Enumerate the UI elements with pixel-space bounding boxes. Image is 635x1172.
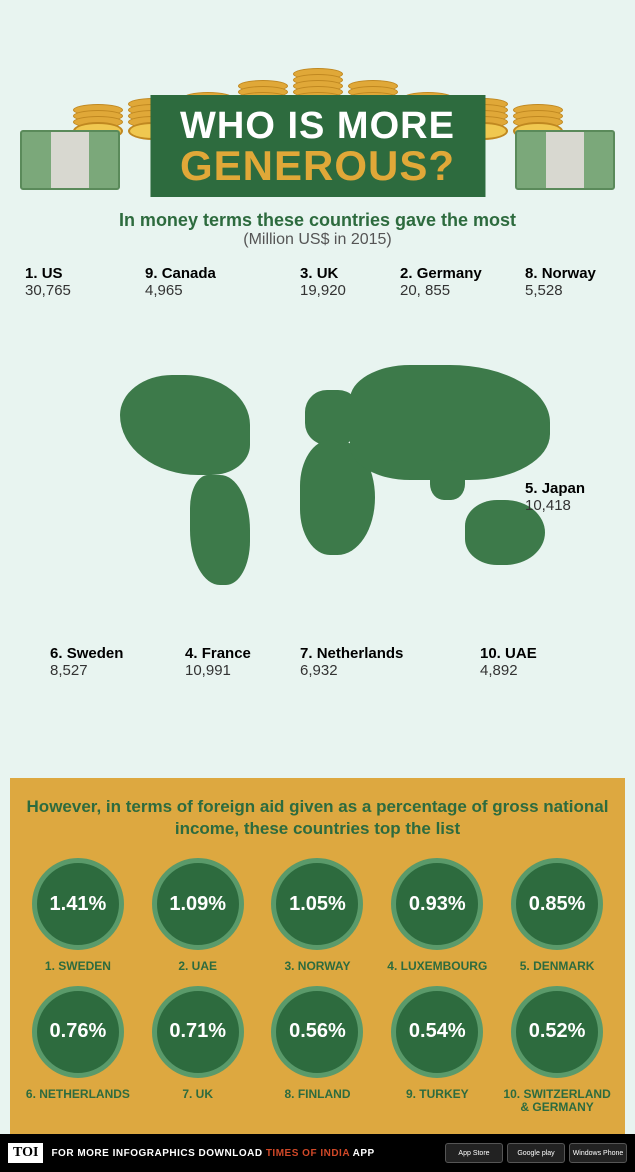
country-name: UAE (505, 645, 537, 662)
landmass (190, 475, 250, 585)
country-value: 19,920 (300, 282, 346, 299)
toi-logo: TOI (8, 1143, 43, 1163)
money-stack-right (515, 130, 615, 190)
percentage-label: 8. FINLAND (284, 1088, 350, 1101)
percentage-item: 0.54% 9. TURKEY (381, 986, 493, 1114)
percentage-item: 1.09% 2. UAE (142, 858, 254, 973)
country-value: 8,527 (50, 662, 88, 679)
percentage-label: 4. LUXEMBOURG (387, 960, 487, 973)
country-rank: 3. (300, 265, 313, 282)
country-label: 1. US30,765 (25, 265, 71, 300)
percentage-item: 0.93% 4. LUXEMBOURG (381, 858, 493, 973)
country-name: Sweden (67, 645, 124, 662)
title-line2: GENEROUS? (180, 145, 455, 187)
percentage-label: 10. SWITZERLAND & GERMANY (501, 1088, 613, 1114)
percentage-circle: 1.41% (32, 858, 124, 950)
percentage-item: 1.05% 3. NORWAY (262, 858, 374, 973)
country-rank: 6. (50, 645, 63, 662)
footer-text-accent: TIMES OF INDIA (266, 1148, 353, 1159)
country-label: 4. France10,991 (185, 645, 251, 680)
percentage-item: 0.76% 6. NETHERLANDS (22, 986, 134, 1114)
percentage-label: 7. UK (182, 1088, 213, 1101)
map-area: 1. US30,765 9. Canada4,965 3. UK19,920 2. G… (20, 265, 615, 685)
country-rank: 1. (25, 265, 38, 282)
country-label: 2. Germany20, 855 (400, 265, 482, 300)
percentage-circle: 0.76% (32, 986, 124, 1078)
store-badge[interactable]: App Store (445, 1143, 503, 1163)
country-value: 6,932 (300, 662, 338, 679)
percentage-circle: 0.56% (271, 986, 363, 1078)
percentage-circle: 1.05% (271, 858, 363, 950)
landmass (430, 460, 465, 500)
percentage-circle: 0.85% (511, 858, 603, 950)
country-value: 5,528 (525, 282, 563, 299)
country-name: Japan (542, 480, 585, 497)
country-rank: 4. (185, 645, 198, 662)
country-label: 3. UK19,920 (300, 265, 346, 300)
percentage-label: 3. NORWAY (284, 960, 350, 973)
country-value: 10,991 (185, 662, 231, 679)
percentage-label: 1. SWEDEN (45, 960, 111, 973)
country-value: 20, 855 (400, 282, 450, 299)
footer-badges: App StoreGoogle playWindows Phone (445, 1143, 627, 1163)
percentage-item: 0.71% 7. UK (142, 986, 254, 1114)
percentage-item: 1.41% 1. SWEDEN (22, 858, 134, 973)
country-label: 8. Norway5,528 (525, 265, 596, 300)
percentage-item: 0.56% 8. FINLAND (262, 986, 374, 1114)
country-rank: 7. (300, 645, 313, 662)
country-value: 10,418 (525, 497, 571, 514)
subtitle-line1: In money terms these countries gave the … (0, 210, 635, 231)
percentage-circle: 0.52% (511, 986, 603, 1078)
country-name: France (202, 645, 251, 662)
country-label: 9. Canada4,965 (145, 265, 216, 300)
world-map (80, 345, 560, 585)
country-name: US (42, 265, 63, 282)
country-name: UK (317, 265, 339, 282)
percentage-circle: 1.09% (152, 858, 244, 950)
footer-bar: TOI FOR MORE INFOGRAPHICS DOWNLOAD TIMES… (0, 1134, 635, 1172)
country-label: 5. Japan10,418 (525, 480, 585, 515)
subtitle: In money terms these countries gave the … (0, 210, 635, 249)
title-line1: WHO IS MORE (180, 107, 455, 145)
percentage-label: 9. TURKEY (406, 1088, 469, 1101)
subtitle-line2: (Million US$ in 2015) (0, 231, 635, 249)
title-box: WHO IS MORE GENEROUS? (150, 95, 485, 197)
country-rank: 8. (525, 265, 538, 282)
country-name: Norway (542, 265, 596, 282)
country-value: 4,892 (480, 662, 518, 679)
percentage-item: 0.85% 5. DENMARK (501, 858, 613, 973)
footer-text: FOR MORE INFOGRAPHICS DOWNLOAD TIMES OF … (51, 1148, 374, 1159)
footer-text-pre: FOR MORE INFOGRAPHICS DOWNLOAD (51, 1148, 265, 1159)
percentage-item: 0.52% 10. SWITZERLAND & GERMANY (501, 986, 613, 1114)
percentage-label: 2. UAE (178, 960, 217, 973)
country-rank: 5. (525, 480, 538, 497)
landmass (120, 375, 250, 475)
store-badge[interactable]: Google play (507, 1143, 565, 1163)
country-name: Germany (417, 265, 482, 282)
percentage-circle: 0.71% (152, 986, 244, 1078)
percentage-title: However, in terms of foreign aid given a… (22, 796, 613, 840)
store-badge[interactable]: Windows Phone (569, 1143, 627, 1163)
percentage-circle: 0.93% (391, 858, 483, 950)
footer-text-post: APP (353, 1148, 375, 1159)
percentage-grid: 1.41% 1. SWEDEN 1.09% 2. UAE 1.05% 3. NORWAY 0… (22, 858, 613, 1114)
country-rank: 10. (480, 645, 501, 662)
country-label: 7. Netherlands6,932 (300, 645, 403, 680)
percentage-circle: 0.54% (391, 986, 483, 1078)
country-name: Netherlands (317, 645, 404, 662)
percentage-label: 5. DENMARK (520, 960, 595, 973)
country-rank: 9. (145, 265, 158, 282)
country-label: 6. Sweden8,527 (50, 645, 123, 680)
country-rank: 2. (400, 265, 413, 282)
country-value: 4,965 (145, 282, 183, 299)
country-name: Canada (162, 265, 216, 282)
country-value: 30,765 (25, 282, 71, 299)
percentage-label: 6. NETHERLANDS (26, 1088, 130, 1101)
country-label: 10. UAE4,892 (480, 645, 537, 680)
percentage-section: However, in terms of foreign aid given a… (10, 778, 625, 1134)
money-stack-left (20, 130, 120, 190)
